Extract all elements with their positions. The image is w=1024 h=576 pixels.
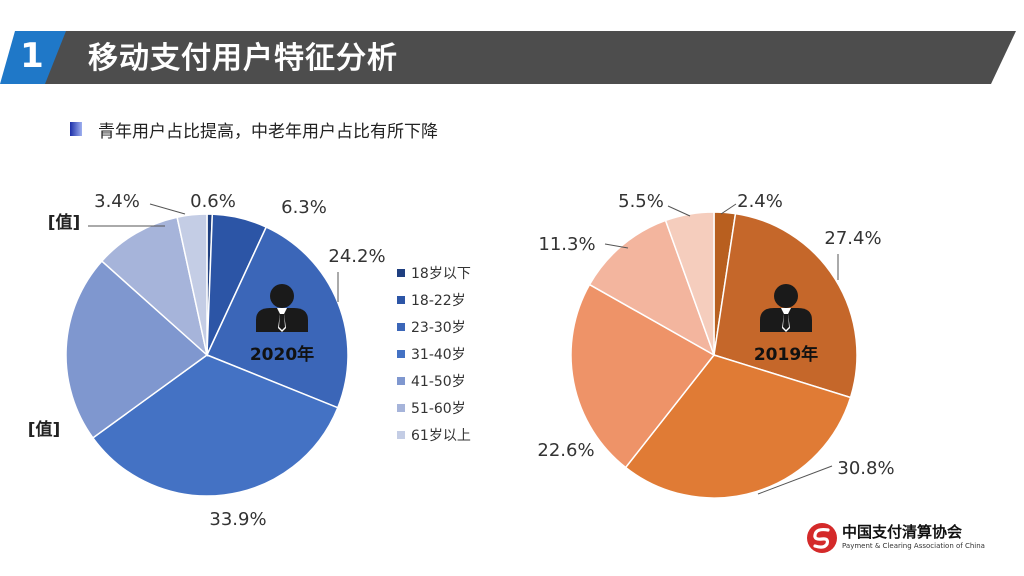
data-label: 3.4% (94, 191, 140, 212)
chart-title-2020: 2020年 (250, 344, 314, 365)
payment-clearing-logo-icon (807, 523, 837, 553)
chart-title-2019: 2019年 (754, 344, 818, 365)
logo-name-cn: 中国支付清算协会 (842, 523, 963, 541)
slice-2020-5 (65, 260, 209, 439)
slice-2019-5 (588, 219, 716, 357)
logo: 中国支付清算协会 Payment & Clearing Association … (806, 518, 1006, 558)
slice-2020-6 (100, 216, 209, 358)
slice-2019-6 (664, 211, 715, 356)
data-label: 22.6% (537, 440, 594, 461)
data-label: 11.3% (538, 234, 595, 255)
leader-line (757, 465, 833, 495)
data-label: 0.6% (190, 191, 236, 212)
legend-item: 61岁以上 (411, 428, 471, 444)
legend-swatch (397, 323, 405, 331)
data-label: 27.4% (824, 228, 881, 249)
subtitle: 青年用户占比提高，中老年用户占比有所下降 (98, 121, 438, 142)
legend-swatch (397, 296, 405, 304)
data-labels-2019: 2.4% 27.4% 30.8% 22.6% 11.3% 5.5% (537, 191, 894, 479)
data-label: 2.4% (737, 191, 783, 212)
leader-line (149, 203, 186, 215)
data-labels-2020: 0.6% 6.3% 24.2% 33.9% [值] [值] 3.4% (28, 191, 386, 530)
data-label: [值] (28, 419, 61, 440)
legend-item: 18-22岁 (411, 293, 466, 309)
logo-name-en: Payment & Clearing Association of China (842, 542, 985, 550)
data-label: 5.5% (618, 191, 664, 212)
title-band (30, 31, 1016, 84)
page-title: 移动支付用户特征分析 (88, 41, 398, 76)
data-label: 24.2% (328, 246, 385, 267)
subtitle-row: 青年用户占比提高，中老年用户占比有所下降 (70, 117, 438, 142)
slice-2019-4 (570, 283, 716, 469)
legend-item: 23-30岁 (411, 320, 466, 336)
data-label: 33.9% (209, 509, 266, 530)
legend-item: 31-40岁 (411, 347, 466, 363)
legend-swatch (397, 350, 405, 358)
leader-lines-2019 (604, 203, 839, 495)
legend-item: 51-60岁 (411, 401, 466, 417)
businessman-icon (760, 284, 812, 332)
data-label: [值] (48, 212, 81, 233)
legend-swatch (397, 269, 405, 277)
legend-swatch (397, 377, 405, 385)
slice-2020-4 (91, 354, 339, 497)
slice-2019-3 (624, 354, 852, 499)
legend-item: 41-50岁 (411, 374, 466, 390)
leader-line (604, 243, 629, 249)
title-bar (0, 31, 1016, 84)
legend: 18岁以下 18-22岁 23-30岁 31-40岁 41-50岁 51-60岁 61岁以上 (397, 266, 471, 444)
section-number: 1 (20, 36, 44, 76)
section-number-badge (0, 31, 66, 84)
slice-2020-7 (176, 213, 208, 356)
bullet-icon (70, 122, 82, 136)
leader-line (667, 205, 691, 217)
legend-swatch (397, 404, 405, 412)
legend-item: 18岁以下 (411, 266, 471, 282)
leader-line (720, 203, 737, 215)
leader-lines-2020 (88, 203, 339, 302)
legend-swatch (397, 431, 405, 439)
businessman-icon (256, 284, 308, 332)
data-label: 6.3% (281, 197, 327, 218)
data-label: 30.8% (837, 458, 894, 479)
